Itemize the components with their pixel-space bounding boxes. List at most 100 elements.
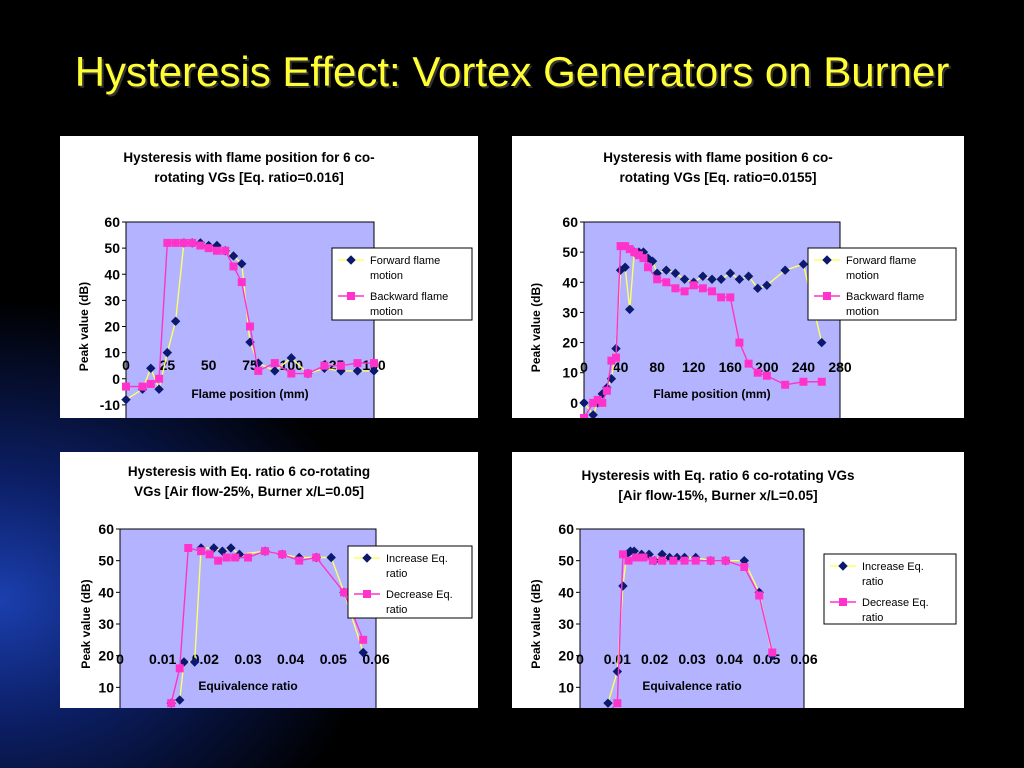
- data-point: [353, 359, 362, 368]
- x-tick-label: 0.05: [320, 651, 347, 667]
- y-tick-label: -10: [100, 397, 120, 413]
- data-point: [197, 547, 206, 556]
- y-tick-label: 10: [562, 365, 578, 381]
- plot-area: [583, 221, 841, 418]
- x-tick-label: 40: [613, 359, 629, 375]
- legend-label: ratio: [862, 576, 883, 588]
- data-point: [817, 337, 827, 348]
- x-tick-label: 75: [242, 357, 258, 373]
- data-point: [708, 287, 716, 296]
- data-point: [662, 278, 671, 287]
- data-point: [588, 410, 598, 418]
- data-point: [167, 699, 176, 708]
- y-axis-label: Peak value (dB): [79, 579, 93, 668]
- y-tick-label: 10: [98, 679, 114, 695]
- data-point: [743, 271, 754, 281]
- data-point: [647, 256, 658, 266]
- data-point: [320, 361, 329, 370]
- data-point: [768, 648, 777, 657]
- data-point: [162, 347, 173, 358]
- data-point: [214, 556, 223, 565]
- data-point: [138, 382, 147, 391]
- x-tick-label: 0.04: [716, 651, 743, 667]
- y-tick-label: 40: [562, 274, 578, 290]
- chart-panel-flame-position-0016: Hysteresis with flame position for 6 co-…: [60, 136, 478, 418]
- data-point: [721, 556, 730, 565]
- data-point: [359, 635, 368, 644]
- data-point: [598, 398, 607, 407]
- data-point: [624, 556, 633, 565]
- x-tick-label: 0.02: [192, 651, 219, 667]
- series-1: [611, 550, 777, 708]
- x-axis-label: Equivalence ratio: [642, 679, 741, 693]
- data-point: [170, 316, 181, 326]
- data-point: [286, 353, 297, 363]
- legend-marker: [839, 598, 847, 606]
- legend-marker: [363, 590, 371, 598]
- y-tick-label: 50: [98, 553, 114, 569]
- legend-marker: [838, 561, 848, 571]
- data-point: [780, 265, 790, 275]
- x-axis-label: Flame position (mm): [653, 387, 770, 401]
- data-point: [612, 666, 623, 677]
- y-tick-label: 20: [98, 648, 114, 664]
- data-point: [295, 556, 304, 565]
- chart-title-line: Hysteresis with Eq. ratio 6 co-rotating …: [581, 468, 854, 483]
- data-point: [184, 544, 193, 552]
- data-point: [726, 293, 735, 302]
- data-point: [228, 251, 239, 261]
- data-point: [237, 278, 246, 287]
- y-tick-label: 50: [558, 553, 574, 569]
- data-point: [753, 283, 763, 294]
- data-point: [725, 268, 735, 278]
- y-axis-label: Peak value (dB): [529, 579, 543, 668]
- data-point: [154, 384, 164, 394]
- legend-label: ratio: [862, 612, 883, 624]
- data-point: [155, 374, 164, 383]
- data-point: [740, 563, 749, 571]
- data-point: [706, 556, 715, 565]
- chart-title-line: [Air flow-15%, Burner x/L=0.05]: [618, 488, 817, 503]
- data-point: [579, 398, 589, 408]
- data-point: [658, 556, 667, 565]
- data-point: [755, 591, 764, 600]
- x-tick-label: 120: [682, 359, 706, 375]
- chart-title-line: Hysteresis with flame position for 6 co-: [123, 150, 374, 165]
- data-point: [171, 238, 180, 247]
- y-tick-label: 50: [104, 240, 120, 256]
- data-point: [175, 695, 185, 705]
- data-point: [661, 265, 671, 275]
- data-point: [340, 588, 348, 597]
- data-point: [798, 259, 809, 269]
- data-point: [254, 366, 263, 375]
- legend-label: motion: [846, 306, 879, 318]
- data-point: [222, 553, 231, 562]
- y-tick-label: 60: [104, 214, 120, 230]
- data-point: [603, 698, 613, 708]
- data-point: [146, 379, 155, 388]
- x-tick-label: 80: [649, 359, 665, 375]
- data-point: [287, 369, 296, 378]
- legend-label: Forward flame: [846, 255, 916, 267]
- slide-title: Hysteresis Effect: Vortex Generators on …: [74, 48, 950, 95]
- x-tick-label: 280: [828, 359, 852, 375]
- data-point: [370, 359, 378, 368]
- data-point: [753, 368, 762, 377]
- data-point: [226, 543, 236, 553]
- data-point: [369, 366, 379, 376]
- data-point: [217, 546, 228, 556]
- x-tick-label: 100: [280, 357, 304, 373]
- y-tick-label: 60: [98, 521, 114, 537]
- x-tick-label: 0.05: [753, 651, 780, 667]
- data-point: [648, 556, 657, 565]
- data-point: [670, 268, 681, 278]
- legend-label: Forward flame: [370, 255, 440, 267]
- data-point: [653, 275, 662, 284]
- data-point: [669, 556, 678, 565]
- legend-marker: [346, 255, 356, 265]
- legend: Forward flame motion Backward flame motion: [331, 247, 473, 321]
- series-1: [580, 242, 826, 418]
- data-point: [625, 304, 635, 315]
- x-tick-label: 0.01: [604, 651, 631, 667]
- data-point: [312, 553, 321, 562]
